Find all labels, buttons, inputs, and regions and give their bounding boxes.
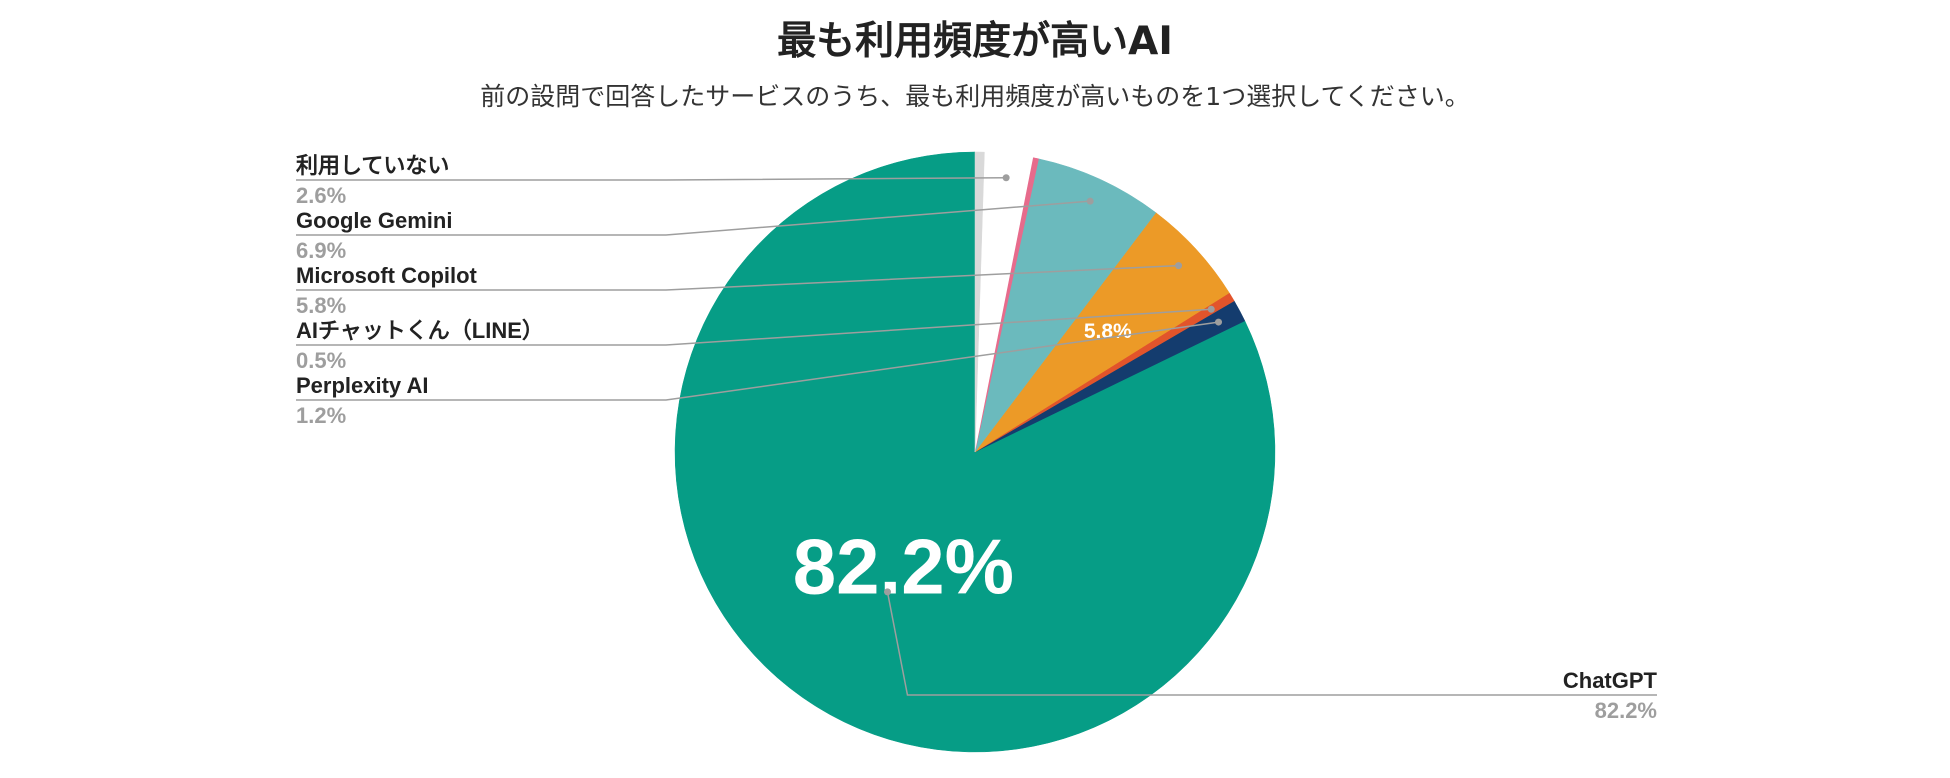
callout-microsoft-copilot: Microsoft Copilot 5.8% (296, 262, 1183, 318)
callout-line-item (296, 177, 1007, 181)
callout-chatgpt: ChatGPT 82.2% (883, 588, 1658, 723)
inside-label-chatgpt: 82.2% (793, 523, 1014, 611)
callout-line-ai-line (296, 308, 1212, 346)
callout-name-google-gemini: Google Gemini (296, 208, 452, 233)
pie-slice-google-gemini (974, 158, 1157, 453)
callout-line-chatgpt (886, 591, 1657, 696)
callout-google-gemini: Google Gemini 6.9% (296, 197, 1094, 263)
callout-dot-ai-line (1207, 305, 1215, 313)
callout-value-item: 2.6% (296, 183, 346, 208)
callout-line-microsoft-copilot (296, 264, 1179, 291)
callout-dot-chatgpt (883, 588, 891, 596)
callout-dot-item (1002, 174, 1010, 182)
callout-dot-microsoft-copilot (1175, 262, 1183, 270)
callout-value-microsoft-copilot: 5.8% (296, 293, 346, 318)
chart-title: 最も利用頻度が高いAI (777, 19, 1173, 64)
callout-value-perplexity-ai: 1.2% (296, 403, 346, 428)
callout-value-ai-line: 0.5% (296, 348, 346, 373)
callout-name-perplexity-ai: Perplexity AI (296, 373, 428, 398)
pie-slice-unlabeled-7 (974, 151, 985, 453)
callout-ai-line: AIチャットくん（LINE） 0.5% (296, 305, 1215, 373)
callout-name-chatgpt: ChatGPT (1563, 668, 1658, 693)
callout-name-ai-line: AIチャットくん（LINE） (296, 318, 544, 343)
callout-value-chatgpt: 82.2% (1595, 698, 1657, 723)
callout-perplexity-ai: Perplexity AI 1.2% (296, 318, 1223, 428)
callout-value-google-gemini: 6.9% (296, 238, 346, 263)
callout-dot-google-gemini (1086, 197, 1094, 205)
callout-line-perplexity-ai (296, 321, 1219, 401)
inside-label-microsoft-copilot: 5.8% (1084, 320, 1132, 343)
pie-slice-item (975, 152, 1034, 453)
callout-name-microsoft-copilot: Microsoft Copilot (296, 263, 478, 288)
callout-dot-perplexity-ai (1215, 318, 1223, 326)
chart-subtitle: 前の設問で回答したサービスのうち、最も利用頻度が高いものを1つ選択してください。 (480, 82, 1470, 111)
callout-item: 利用していない 2.6% (296, 153, 1010, 208)
callout-name-item: 利用していない (296, 153, 449, 178)
callout-line-google-gemini (296, 200, 1091, 236)
